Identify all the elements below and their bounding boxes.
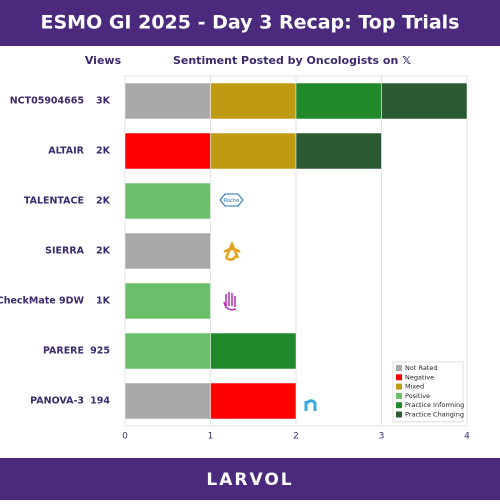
legend-label: Negative <box>405 373 434 381</box>
legend-label: Practice Changing <box>405 411 464 419</box>
bar-segment <box>124 382 211 420</box>
views-label: 2K <box>96 196 111 207</box>
y-tick-label: CheckMate 9DW <box>0 296 85 307</box>
bms-logo <box>223 292 237 311</box>
views-label: 925 <box>90 346 110 357</box>
az-shape <box>223 240 241 261</box>
x-tick-label: 0 <box>122 432 128 442</box>
bar-segment <box>381 82 468 120</box>
legend-box <box>392 361 464 423</box>
chart-title: ESMO GI 2025 - Day 3 Recap: Top Trials <box>41 12 460 34</box>
bms-hand <box>223 292 237 311</box>
views-header: Views <box>85 54 122 67</box>
plot: 0 1 2 3 4 NCT05904665 3K ALTAIR 2K TALENTACE 2K SIE… <box>0 75 470 442</box>
x-tick-label: 2 <box>293 432 299 442</box>
y-tick-label: ALTAIR <box>48 146 84 157</box>
roche-text: Roche <box>224 198 239 204</box>
bar-segment <box>124 132 211 170</box>
views-label: 2K <box>96 246 111 257</box>
bar-segment <box>210 82 297 120</box>
bar-segment <box>210 382 297 420</box>
bar-segment <box>124 232 211 270</box>
bar-segment <box>124 282 211 320</box>
legend-swatch <box>396 411 402 418</box>
y-tick-label: TALENTACE <box>24 196 84 207</box>
legend-swatch <box>396 402 402 409</box>
legend-label: Positive <box>405 392 430 400</box>
legend-swatch <box>396 392 402 399</box>
roche-hexagon <box>219 193 244 207</box>
chart-subtitle: Sentiment Posted by Oncologists on 𝕏 <box>173 54 411 67</box>
bar-segment <box>124 182 211 220</box>
legend-swatch <box>396 374 402 381</box>
x-tick-label: 4 <box>464 432 470 442</box>
y-tick-label: PANOVA-3 <box>30 396 84 407</box>
novocure-logo <box>304 399 317 411</box>
legend-swatch <box>396 365 402 371</box>
x-tick-label: 1 <box>208 432 214 442</box>
y-tick-label: PARERE <box>43 346 84 357</box>
views-label: 1K <box>96 296 111 307</box>
views-label: 194 <box>90 396 110 407</box>
roche-logo: Roche <box>219 193 244 207</box>
astrazeneca-logo <box>223 240 241 261</box>
bar-segment <box>295 82 382 120</box>
footer-brand: LARVOL <box>206 470 293 490</box>
views-label: 2K <box>96 146 111 157</box>
legend-label: Practice Informing <box>405 401 464 409</box>
x-tick-label: 3 <box>379 432 385 442</box>
bar-segment <box>210 332 297 370</box>
header-band <box>0 0 500 46</box>
legend-label: Not Rated <box>405 364 437 372</box>
bar-segment <box>210 132 297 170</box>
y-tick-label: SIERRA <box>45 246 84 257</box>
y-tick-label: NCT05904665 <box>10 96 84 107</box>
footer-band <box>0 458 500 500</box>
bar-segment <box>295 132 382 170</box>
n-shape <box>304 399 317 411</box>
bar-segment <box>124 82 211 120</box>
views-label: 3K <box>96 96 111 107</box>
legend-swatch <box>396 383 402 390</box>
legend-label: Mixed <box>405 383 424 391</box>
bar-segment <box>124 332 211 370</box>
